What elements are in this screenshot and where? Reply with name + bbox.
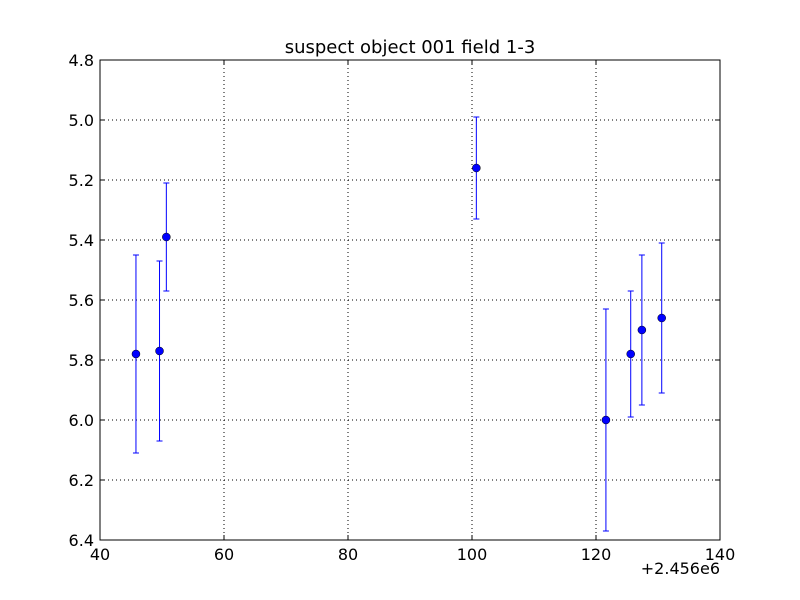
- x-tick-label: 40: [90, 545, 110, 564]
- y-tick-label: 5.8: [69, 351, 94, 370]
- y-tick-labels: 4.8 5.0 5.2 5.4 5.6 5.8 6.0 6.2 6.4: [69, 51, 94, 550]
- x-tick-label: 60: [214, 545, 234, 564]
- data-point: [131, 349, 141, 359]
- y-tick-label: 5.0: [69, 111, 94, 130]
- data-point: [472, 163, 481, 173]
- y-tick-label: 4.8: [69, 51, 94, 70]
- y-tick-label: 6.4: [69, 531, 94, 550]
- x-tick-label: 80: [338, 545, 358, 564]
- grid-lines: [100, 60, 720, 540]
- data-point: [162, 232, 171, 242]
- data-point: [155, 346, 164, 356]
- x-axis-offset-label: +2.456e6: [641, 559, 720, 578]
- chart-title: suspect object 001 field 1-3: [285, 37, 536, 58]
- data-point: [601, 415, 611, 425]
- x-tick-labels: 40 60 80 100 120 140: [90, 545, 735, 564]
- data-point: [637, 325, 647, 335]
- x-tick-label: 140: [705, 545, 736, 564]
- x-tick-label: 100: [457, 545, 488, 564]
- y-tick-label: 5.2: [69, 171, 94, 190]
- y-tick-label: 6.2: [69, 471, 94, 490]
- x-tick-label: 120: [581, 545, 612, 564]
- data-points: [131, 163, 666, 425]
- axis-ticks: [99, 59, 721, 541]
- y-tick-label: 5.6: [69, 291, 94, 310]
- data-point: [626, 349, 635, 359]
- y-tick-label: 5.4: [69, 231, 94, 250]
- data-point: [657, 313, 666, 323]
- y-tick-label: 6.0: [69, 411, 94, 430]
